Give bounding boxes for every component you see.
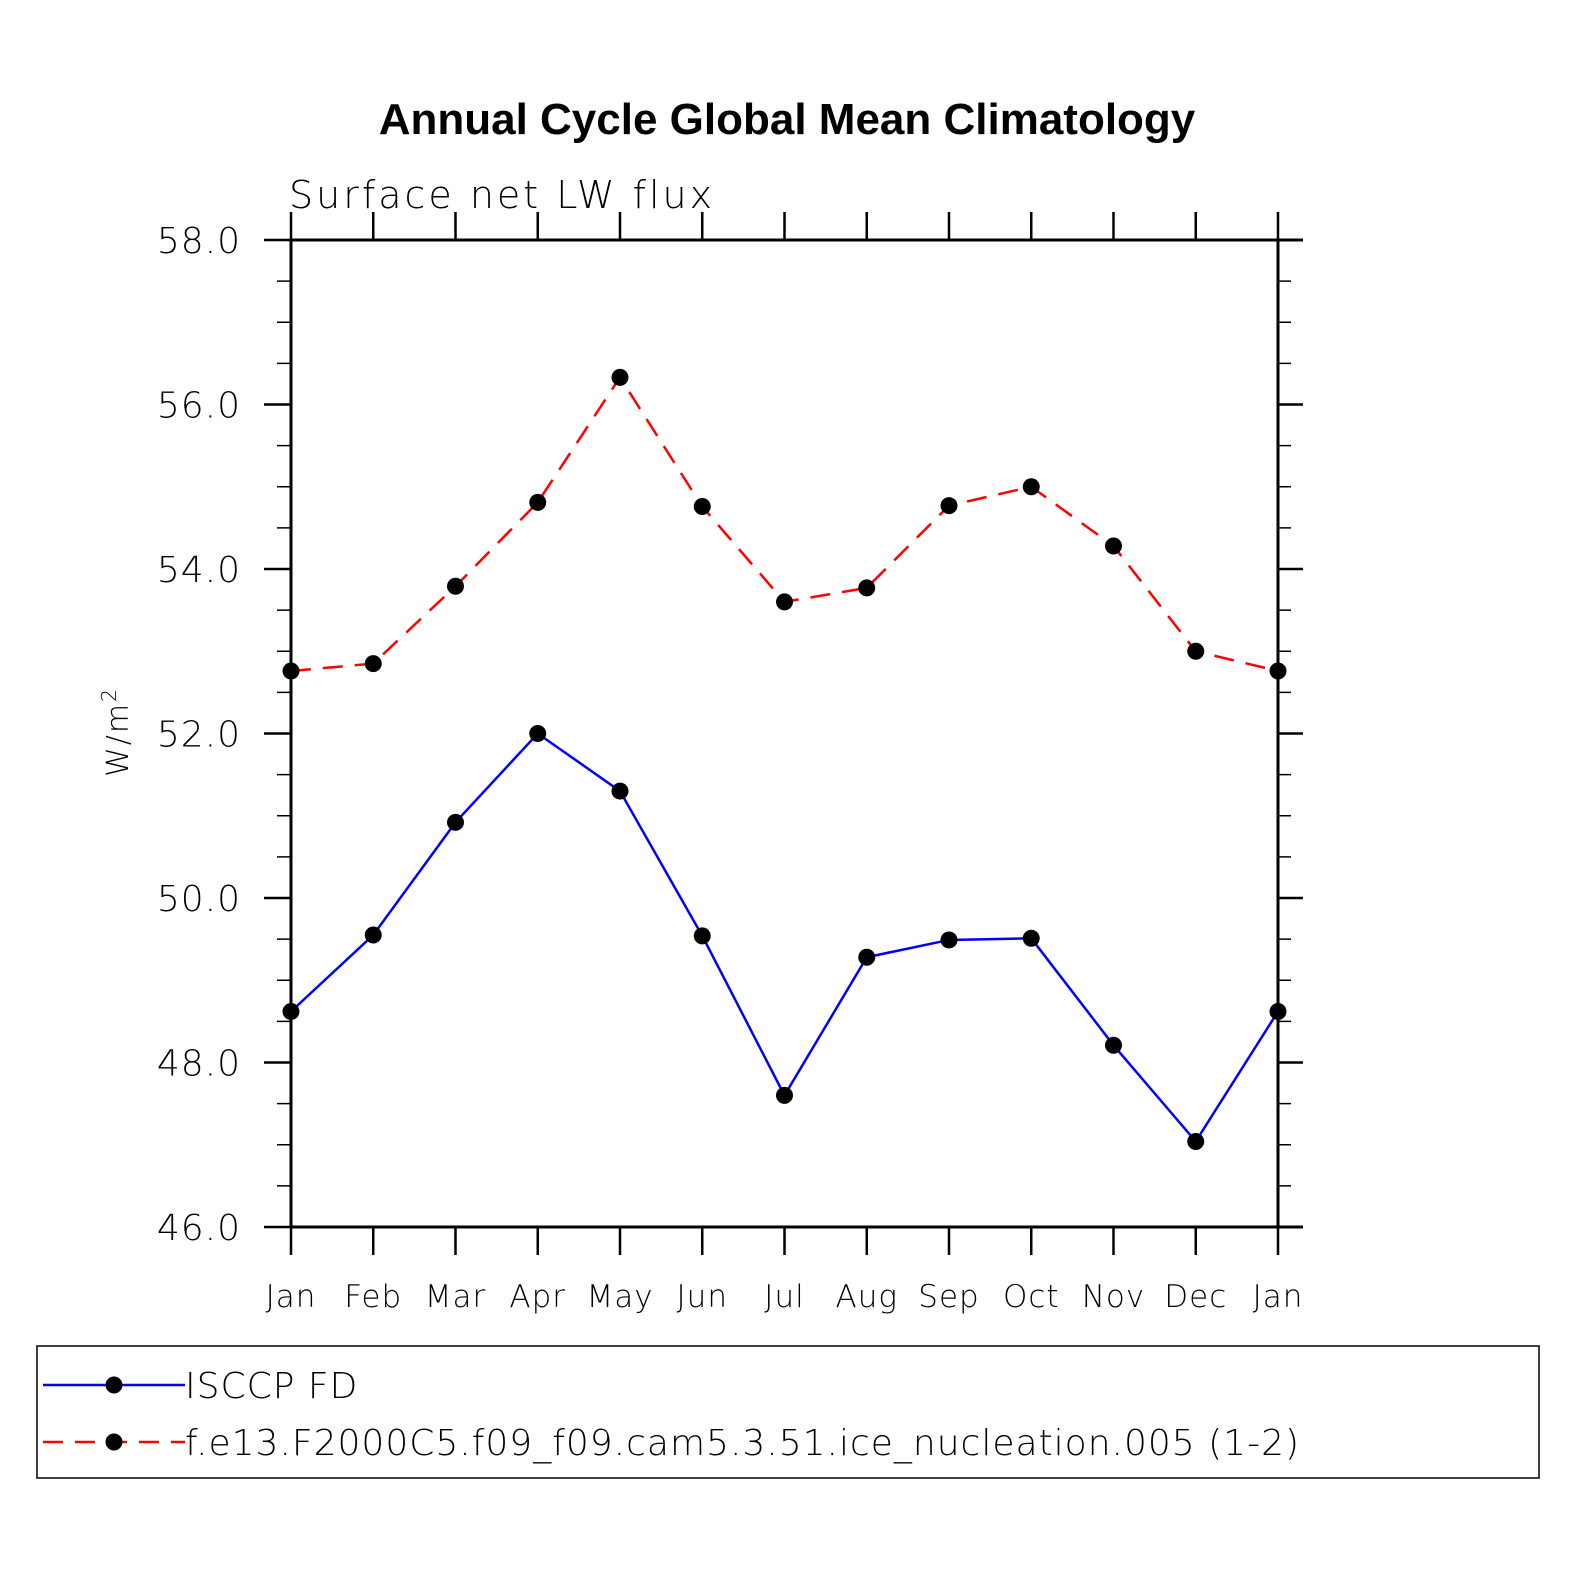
x-tick-label: Nov — [1082, 1279, 1146, 1315]
data-point — [858, 948, 876, 966]
legend-label-isccp: ISCCP FD — [185, 1366, 358, 1407]
data-point — [1022, 478, 1040, 496]
y-axis-label: W/m2 — [97, 687, 136, 777]
data-point — [1187, 1132, 1205, 1150]
plot-frame — [289, 238, 1303, 1229]
x-tick-label: Apr — [509, 1279, 566, 1315]
series-line — [290, 731, 1280, 1144]
x-tick-label: Dec — [1164, 1279, 1227, 1315]
series-1 — [282, 368, 1287, 680]
series-layer — [282, 368, 1287, 1150]
chart-title: Annual Cycle Global Mean Climatology — [379, 95, 1196, 144]
legend-marker-isccp — [105, 1376, 123, 1394]
series-0 — [282, 725, 1287, 1150]
y-tick-label: 58.0 — [157, 221, 241, 262]
y-tick-label: 46.0 — [157, 1208, 241, 1249]
data-point — [940, 497, 958, 515]
data-point — [282, 662, 300, 680]
legend-marker-model — [105, 1433, 123, 1451]
data-point — [282, 1003, 300, 1021]
data-point — [940, 931, 958, 949]
x-tick-label: Jun — [677, 1279, 728, 1315]
y-axis-ticks: 46.0 48.0 50.0 52.0 54.0 56.0 58.0 — [157, 221, 1303, 1249]
x-tick-label: Jan — [266, 1279, 317, 1315]
data-point — [1187, 642, 1205, 660]
data-point — [529, 493, 547, 511]
data-point — [1105, 537, 1122, 555]
data-point — [858, 579, 876, 597]
data-point — [611, 368, 629, 386]
x-axis-ticks: Jan Feb Mar Apr May Jun Jul Aug Sep Oct Nov Dec Jan — [266, 212, 1304, 1315]
x-tick-label: Oct — [1003, 1279, 1060, 1315]
y-tick-label: 50.0 — [157, 879, 241, 920]
chart-subtitle: Surface net LW flux — [289, 173, 715, 217]
data-point — [1269, 1003, 1287, 1021]
data-point — [364, 655, 382, 673]
data-point — [447, 577, 464, 595]
x-tick-label: Feb — [344, 1279, 402, 1315]
data-point — [447, 813, 464, 831]
legend-box — [36, 1345, 1540, 1479]
x-tick-label: Sep — [918, 1279, 979, 1315]
legend: ISCCP FD f.e13.F2000C5.f09_f09.cam5.3.51… — [36, 1345, 1540, 1479]
y-tick-label: 54.0 — [157, 550, 241, 591]
data-point — [776, 1086, 793, 1104]
data-point — [1022, 929, 1040, 947]
data-point — [611, 782, 629, 800]
x-tick-label: May — [586, 1279, 653, 1315]
x-tick-label: Mar — [425, 1279, 487, 1315]
data-point — [529, 725, 547, 742]
data-point — [1105, 1036, 1122, 1054]
data-point — [693, 497, 711, 515]
x-tick-label: Aug — [836, 1279, 898, 1315]
x-tick-label: Jul — [764, 1279, 804, 1315]
data-point — [364, 926, 382, 944]
data-point — [776, 593, 793, 611]
y-tick-label: 48.0 — [157, 1044, 241, 1085]
y-tick-label: 52.0 — [157, 715, 241, 756]
x-tick-label: Jan — [1253, 1279, 1304, 1315]
data-point — [1269, 662, 1287, 680]
data-point — [693, 927, 711, 945]
legend-label-model: f.e13.F2000C5.f09_f09.cam5.3.51.ice_nucl… — [185, 1423, 1300, 1464]
series-line — [290, 375, 1279, 673]
y-tick-label: 56.0 — [157, 386, 241, 427]
y-axis-label-superscript: 2 — [97, 687, 121, 702]
y-axis-label-text: W/m — [101, 702, 136, 777]
